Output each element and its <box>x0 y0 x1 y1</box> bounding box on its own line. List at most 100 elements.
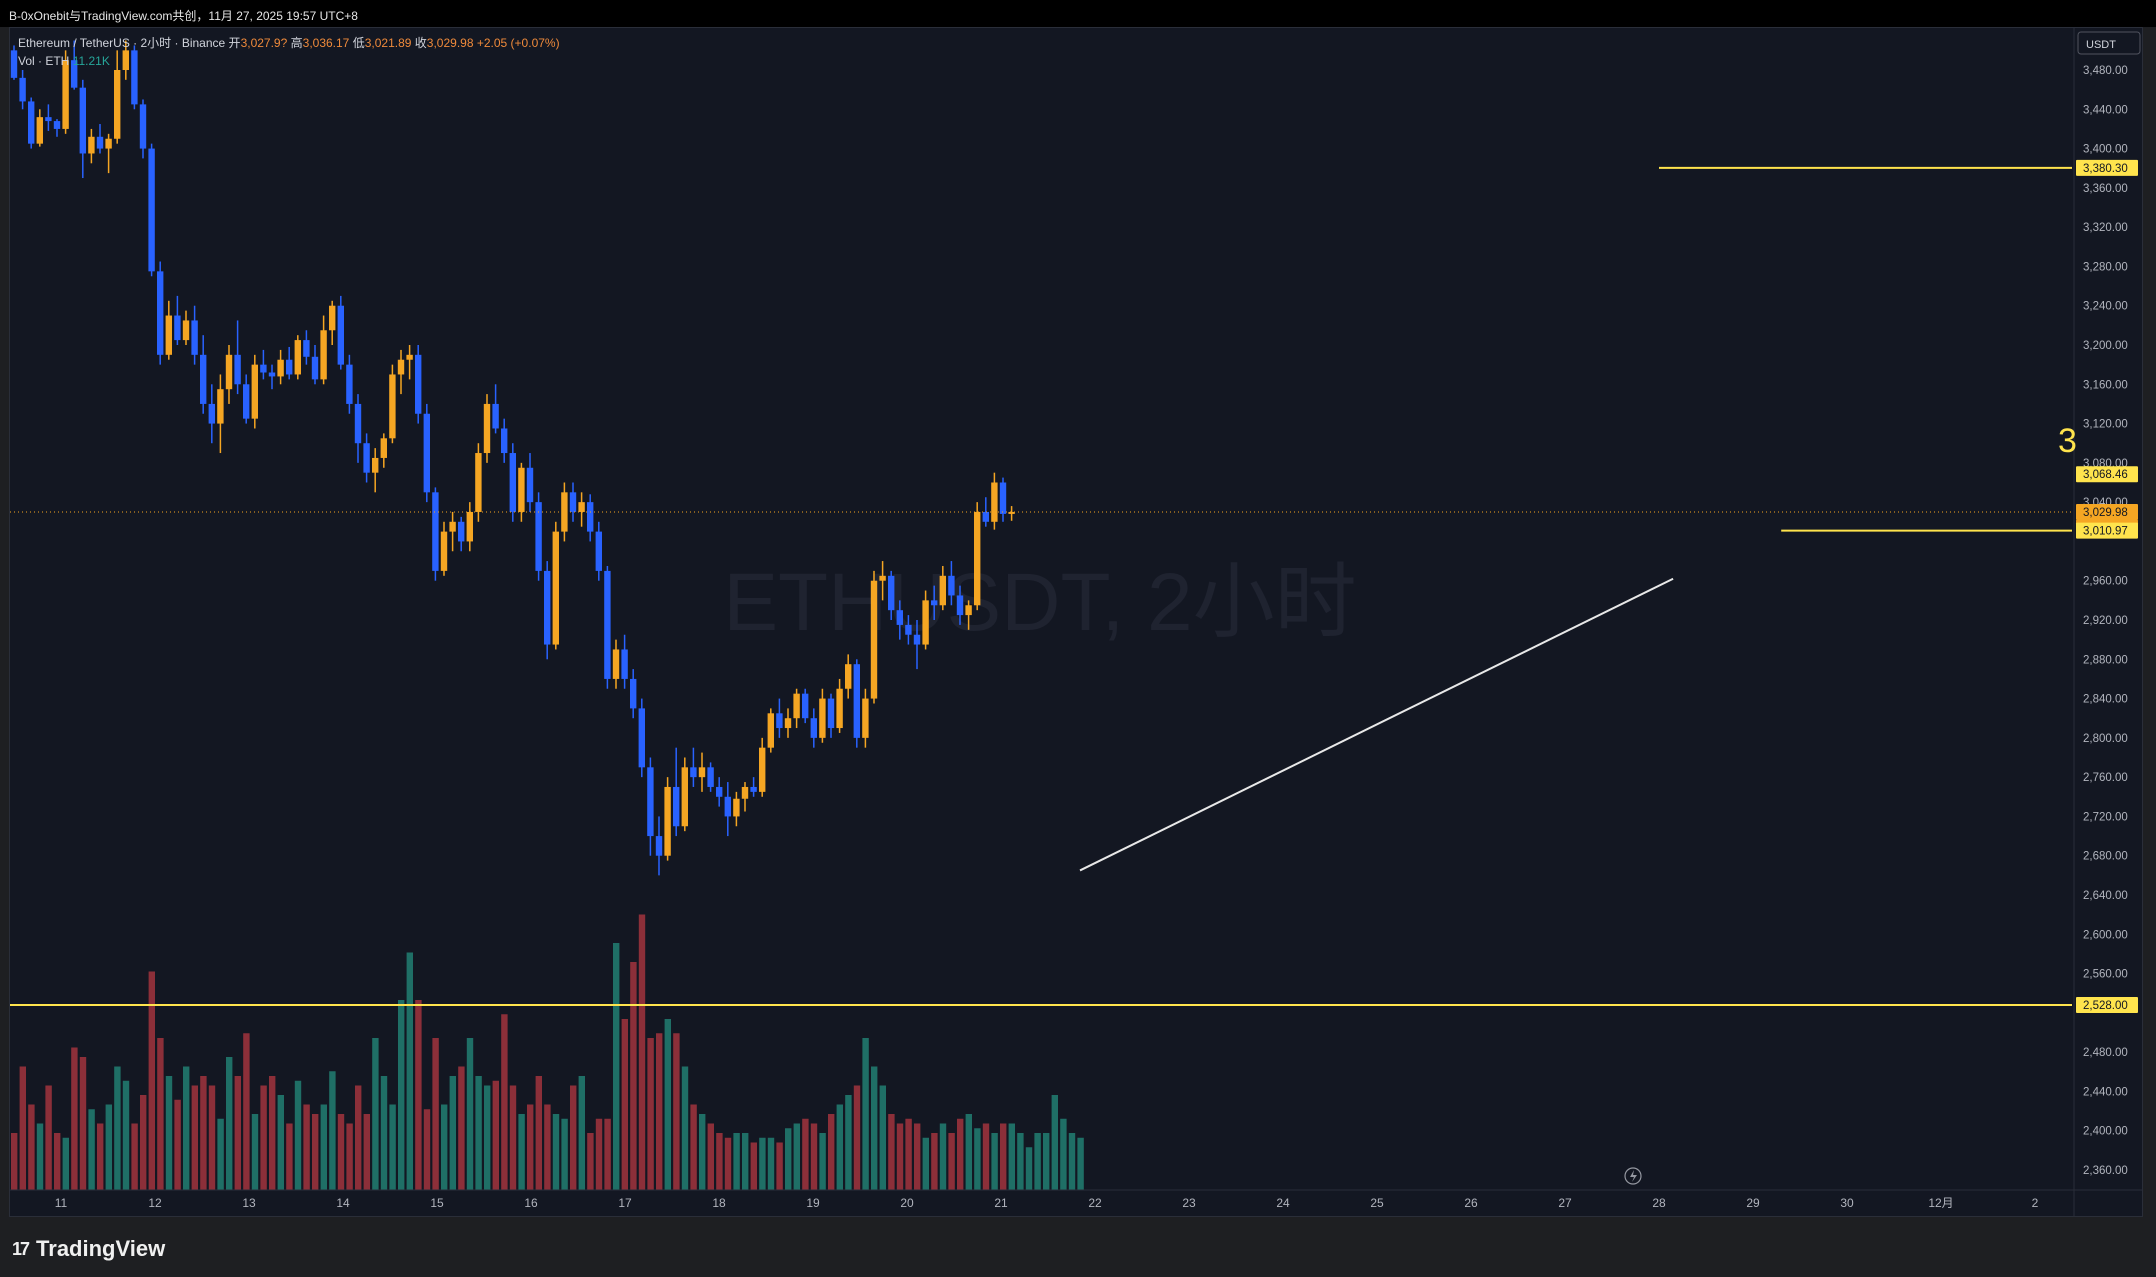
candle-body <box>131 50 138 105</box>
y-tick-label: 2,800.00 <box>2083 733 2128 745</box>
x-tick-label: 20 <box>900 1196 914 1210</box>
candle-body <box>827 698 835 729</box>
x-tick-label: 14 <box>336 1196 350 1210</box>
y-tick-label: 2,680.00 <box>2083 851 2128 863</box>
volume-bar <box>1077 1137 1084 1190</box>
volume-bar <box>802 1118 809 1190</box>
y-tick-label: 3,480.00 <box>2083 65 2128 77</box>
candle-body <box>354 403 362 444</box>
volume-bar <box>656 1033 663 1190</box>
candle-body <box>604 570 611 679</box>
volume-bar <box>492 1080 499 1190</box>
candle-body <box>569 492 577 512</box>
volume-label[interactable]: Vol · ETH <box>18 54 70 68</box>
candle-body <box>784 718 792 729</box>
volume-bar <box>544 1104 551 1190</box>
x-tick-label: 19 <box>806 1196 820 1210</box>
volume-bar <box>183 1066 190 1190</box>
volume-bar <box>312 1114 319 1190</box>
chart-frame[interactable] <box>9 27 2143 1217</box>
y-tick-label: 2,440.00 <box>2083 1086 2128 1098</box>
volume-bar <box>1025 1147 1033 1190</box>
candle-body <box>965 605 972 616</box>
share-text: B-0xOnebit与TradingView.com共创，11月 27, 202… <box>9 9 358 23</box>
volume-bar <box>432 1038 439 1190</box>
volume-bar <box>1043 1133 1050 1190</box>
candle-body <box>157 271 164 355</box>
volume-bar <box>28 1104 35 1190</box>
candle-body <box>311 356 319 380</box>
price-label-text: 3,068.46 <box>2083 469 2128 481</box>
candle-body <box>750 786 757 792</box>
candle-body <box>707 767 714 787</box>
volume-bar <box>578 1076 585 1190</box>
side-digit: 3 <box>2058 422 2077 460</box>
volume-bar <box>174 1099 181 1190</box>
volume-bar <box>260 1085 267 1190</box>
volume-bar <box>114 1066 121 1190</box>
volume-bar <box>862 1038 869 1190</box>
volume-bar <box>888 1114 895 1190</box>
x-tick-label: 29 <box>1746 1196 1760 1210</box>
volume-bar <box>914 1123 921 1190</box>
candle-body <box>251 364 258 419</box>
volume-bar <box>776 1142 783 1190</box>
y-tick-label: 2,840.00 <box>2083 694 2128 706</box>
volume-bar <box>793 1123 800 1190</box>
volume-bar <box>54 1133 61 1190</box>
candle-body <box>28 101 35 144</box>
candle-body <box>638 708 645 768</box>
candle-body <box>217 389 224 424</box>
y-tick-label: 3,440.00 <box>2083 104 2128 116</box>
footer <box>0 1217 2156 1277</box>
candle-body <box>165 315 172 355</box>
volume-bar <box>716 1133 723 1190</box>
tradingview-logo[interactable]: 17 TradingView <box>12 1236 165 1262</box>
candle-body <box>79 87 86 154</box>
price-label-text: 3,380.30 <box>2083 163 2128 175</box>
open-value: 3,027.9? <box>240 36 288 50</box>
volume-bar <box>527 1104 534 1190</box>
price-label-box <box>2076 159 2138 176</box>
candle-body <box>819 698 826 738</box>
high-label: 高 <box>290 36 303 50</box>
volume-bar <box>948 1133 955 1190</box>
candle-body <box>561 492 568 532</box>
volume-bar <box>535 1076 542 1190</box>
candle-body <box>845 664 852 689</box>
candle-body <box>294 340 301 375</box>
candle-body <box>991 482 998 522</box>
volume-bar <box>621 1019 628 1190</box>
volume-bar <box>673 1033 680 1190</box>
x-tick-label: 12 <box>148 1196 162 1210</box>
candle-body <box>681 767 688 827</box>
symbol-watermark: ETHUSDT, 2小时 <box>723 557 1356 648</box>
volume-bar <box>991 1133 998 1190</box>
candle-body <box>948 575 955 596</box>
volume-bar <box>466 1038 474 1190</box>
candle-body <box>208 403 215 424</box>
x-tick-label: 23 <box>1182 1196 1196 1210</box>
volume-bar <box>552 1114 560 1190</box>
low-label: 低 <box>352 36 365 50</box>
volume-bar <box>501 1014 508 1190</box>
price-label-box <box>2076 522 2138 539</box>
y-tick-label: 3,240.00 <box>2083 301 2128 313</box>
candle-body <box>492 403 499 429</box>
volume-bar <box>19 1066 26 1190</box>
y-tick-label: 3,320.00 <box>2083 222 2128 234</box>
candle-body <box>690 767 697 778</box>
open-label: 开 <box>228 36 241 50</box>
symbol-title[interactable]: Ethereum / TetherUS · 2小时 · Binance <box>18 36 226 50</box>
volume-bar <box>234 1076 241 1190</box>
candle-body <box>346 364 353 404</box>
volume-bar <box>475 1076 482 1190</box>
volume-bar <box>251 1114 259 1190</box>
candle-body <box>544 570 551 645</box>
candle-body <box>535 502 542 571</box>
trendline <box>1079 577 1674 872</box>
candle-body <box>380 438 387 458</box>
candle-body <box>647 767 654 837</box>
volume-bar <box>690 1104 697 1190</box>
